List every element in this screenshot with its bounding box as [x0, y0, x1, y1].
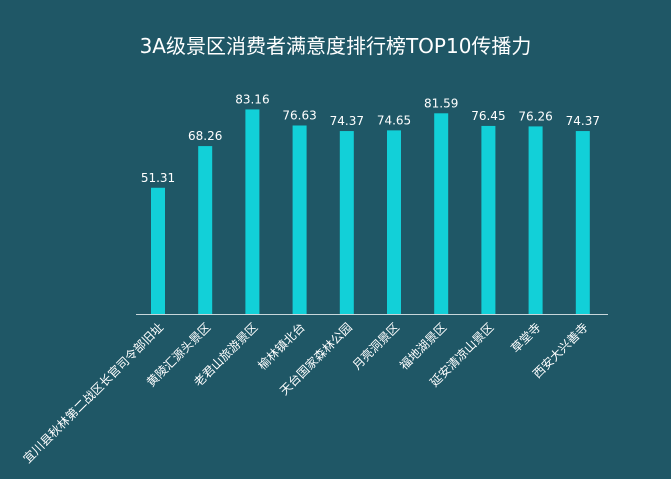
value-label-2: 68.26 [188, 129, 222, 143]
chart-title: 3A级景区消费者满意度排行榜TOP10传播力 [139, 34, 532, 58]
bar-8 [481, 125, 496, 314]
bar-5 [339, 131, 354, 314]
bar-3 [245, 109, 260, 315]
value-label-3: 83.16 [235, 92, 269, 106]
value-label-5: 74.37 [330, 114, 364, 128]
value-label-9: 76.26 [518, 109, 552, 123]
value-label-1: 51.31 [141, 171, 175, 185]
value-label-4: 76.63 [282, 108, 316, 122]
bar-2 [198, 146, 213, 314]
bar-10 [575, 131, 590, 314]
value-label-6: 74.65 [377, 113, 411, 127]
x-tick-label-6: 月亮洞景区 [349, 320, 402, 373]
bar-7 [434, 113, 449, 314]
bar-6 [387, 130, 401, 314]
value-label-8: 76.45 [471, 109, 505, 123]
bar-1 [151, 187, 165, 314]
bar-9 [528, 126, 543, 315]
x-tick-label-9: 草堂寺 [508, 320, 543, 355]
value-label-7: 81.59 [424, 96, 458, 110]
x-tick-label-1: 宜川县秋林第二战区长官司令部旧址 [20, 320, 166, 466]
bar-4 [292, 125, 307, 314]
value-label-10: 74.37 [566, 114, 600, 128]
